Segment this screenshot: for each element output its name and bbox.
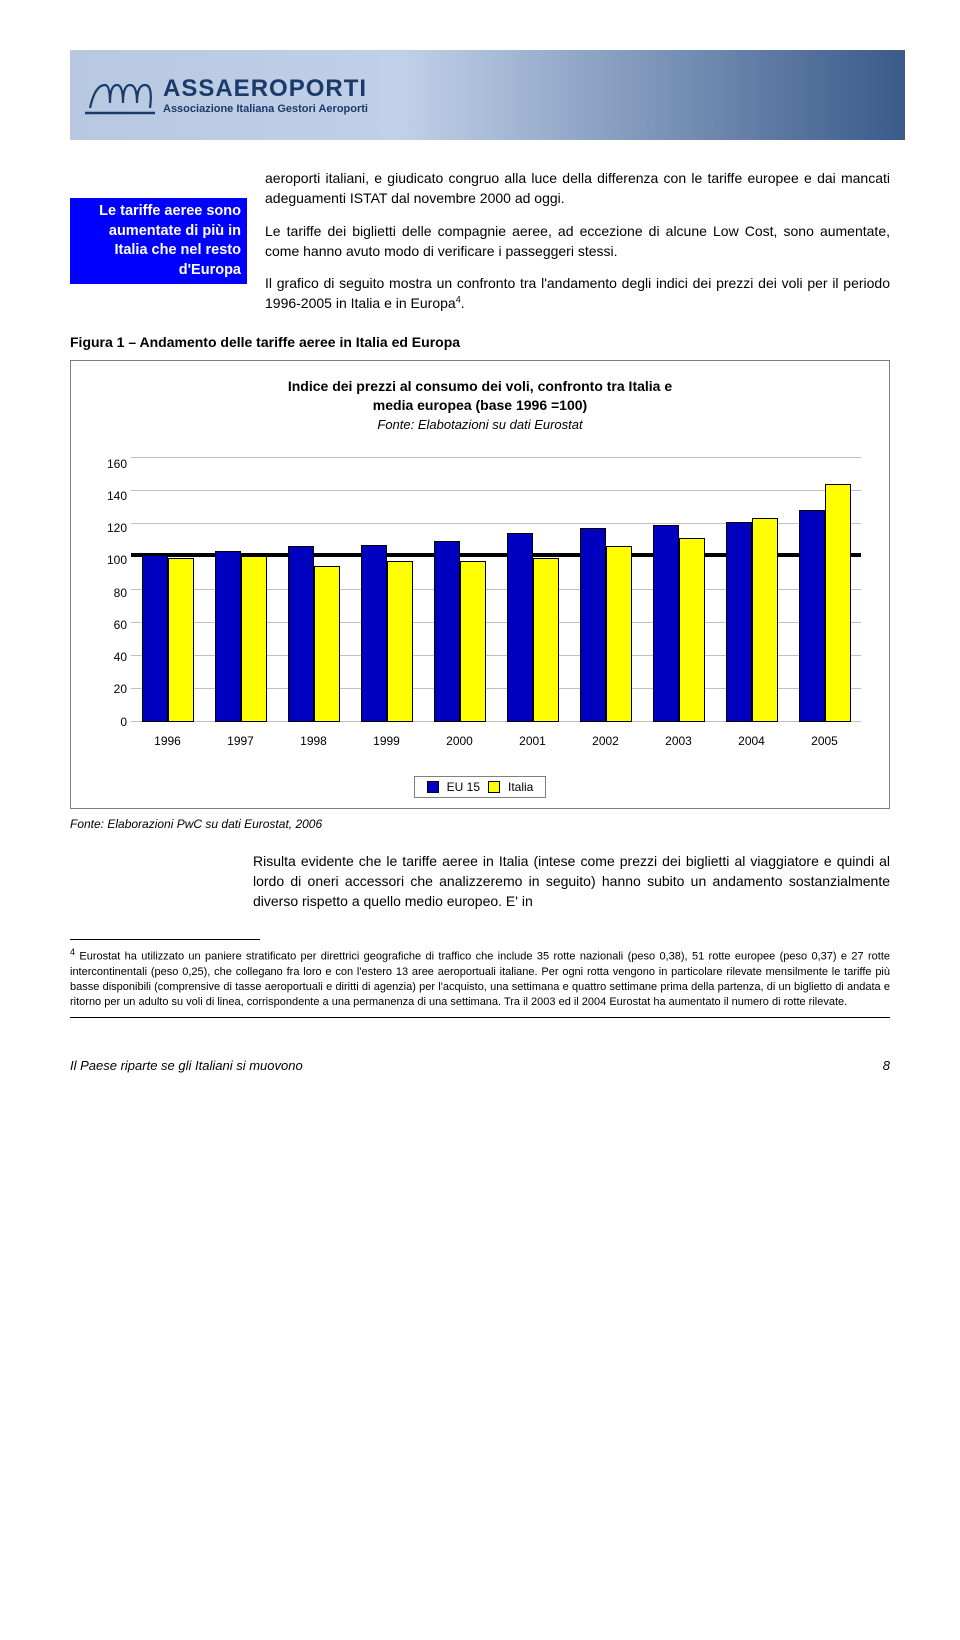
x-tick-label: 2001 xyxy=(519,734,546,748)
y-tick-label: 40 xyxy=(89,651,127,663)
y-tick-label: 20 xyxy=(89,683,127,695)
legend-swatch-eu xyxy=(427,781,439,793)
bar-group xyxy=(726,458,778,722)
paragraph: aeroporti italiani, e giudicato congruo … xyxy=(265,168,890,209)
chart-title: Indice dei prezzi al consumo dei voli, c… xyxy=(89,377,871,415)
bar-it xyxy=(533,558,559,722)
bar-group xyxy=(653,458,705,722)
footer-page-number: 8 xyxy=(883,1058,890,1073)
bar-eu xyxy=(215,551,241,721)
x-tick-label: 2005 xyxy=(811,734,838,748)
bar-eu xyxy=(288,546,314,721)
logo: ASSAEROPORTI Associazione Italiana Gesto… xyxy=(85,73,368,118)
bar-it xyxy=(825,484,851,722)
bar-it xyxy=(679,538,705,722)
figure-title: Figura 1 – Andamento delle tariffe aeree… xyxy=(70,334,890,350)
footnote-separator xyxy=(70,939,260,940)
y-tick-label: 0 xyxy=(89,716,127,728)
x-tick-label: 1996 xyxy=(154,734,181,748)
bar-group xyxy=(434,458,486,722)
bar-eu xyxy=(434,541,460,721)
x-tick-label: 1998 xyxy=(300,734,327,748)
chart-caption: Fonte: Elaborazioni PwC su dati Eurostat… xyxy=(70,817,890,831)
y-tick-label: 120 xyxy=(89,522,127,534)
paragraph: Le tariffe dei biglietti delle compagnie… xyxy=(265,221,890,262)
bar-group xyxy=(507,458,559,722)
body-text: aeroporti italiani, e giudicato congruo … xyxy=(265,168,890,314)
chart-container: Indice dei prezzi al consumo dei voli, c… xyxy=(70,360,890,809)
bar-eu xyxy=(799,510,825,722)
bar-eu xyxy=(580,528,606,721)
y-tick-label: 60 xyxy=(89,619,127,631)
bar-it xyxy=(314,566,340,721)
y-tick-label: 80 xyxy=(89,587,127,599)
y-axis: 160140120100806040200 xyxy=(89,452,127,722)
y-tick-label: 100 xyxy=(89,554,127,566)
legend-label-it: Italia xyxy=(508,780,533,794)
bar-it xyxy=(241,556,267,721)
paragraph: Il grafico di seguito mostra un confront… xyxy=(265,273,890,314)
bar-it xyxy=(752,518,778,721)
bar-eu xyxy=(361,545,387,722)
chart-source: Fonte: Elabotazioni su dati Eurostat xyxy=(89,417,871,432)
bar-group xyxy=(142,458,194,722)
footer-separator xyxy=(70,1017,890,1018)
bar-eu xyxy=(142,555,168,722)
x-tick-label: 2002 xyxy=(592,734,619,748)
bar-group xyxy=(288,458,340,722)
bar-eu xyxy=(507,533,533,721)
x-tick-label: 1999 xyxy=(373,734,400,748)
logo-subtitle: Associazione Italiana Gestori Aeroporti xyxy=(163,103,368,115)
bar-it xyxy=(387,561,413,721)
x-tick-label: 2000 xyxy=(446,734,473,748)
page-footer: Il Paese riparte se gli Italiani si muov… xyxy=(70,1058,890,1073)
bar-group xyxy=(215,458,267,722)
legend-label-eu: EU 15 xyxy=(447,780,480,794)
logo-title: ASSAEROPORTI xyxy=(163,75,368,103)
bar-group xyxy=(361,458,413,722)
bar-it xyxy=(168,558,194,722)
x-tick-label: 2004 xyxy=(738,734,765,748)
assaeroporti-logo-icon xyxy=(85,73,155,118)
bar-eu xyxy=(726,522,752,722)
bar-group xyxy=(799,458,851,722)
y-tick-label: 140 xyxy=(89,490,127,502)
chart-legend: EU 15 Italia xyxy=(89,776,871,798)
bar-chart: 160 140 120 100 80 60 40 20 0 1996 1997 1998 1999 20… xyxy=(89,452,871,752)
y-tick-label: 160 xyxy=(89,458,127,470)
callout-box: Le tariffe aeree sono aumentate di più i… xyxy=(70,198,247,284)
bar-it xyxy=(460,561,486,721)
footnote: 4 Eurostat ha utilizzato un paniere stra… xyxy=(70,946,890,1009)
x-tick-label: 2003 xyxy=(665,734,692,748)
bar-eu xyxy=(653,525,679,722)
legend-swatch-it xyxy=(488,781,500,793)
footer-left: Il Paese riparte se gli Italiani si muov… xyxy=(70,1058,303,1073)
result-paragraph: Risulta evidente che le tariffe aeree in… xyxy=(253,851,890,912)
x-tick-label: 1997 xyxy=(227,734,254,748)
bar-it xyxy=(606,546,632,721)
bar-group xyxy=(580,458,632,722)
header-banner: ASSAEROPORTI Associazione Italiana Gesto… xyxy=(70,50,905,140)
